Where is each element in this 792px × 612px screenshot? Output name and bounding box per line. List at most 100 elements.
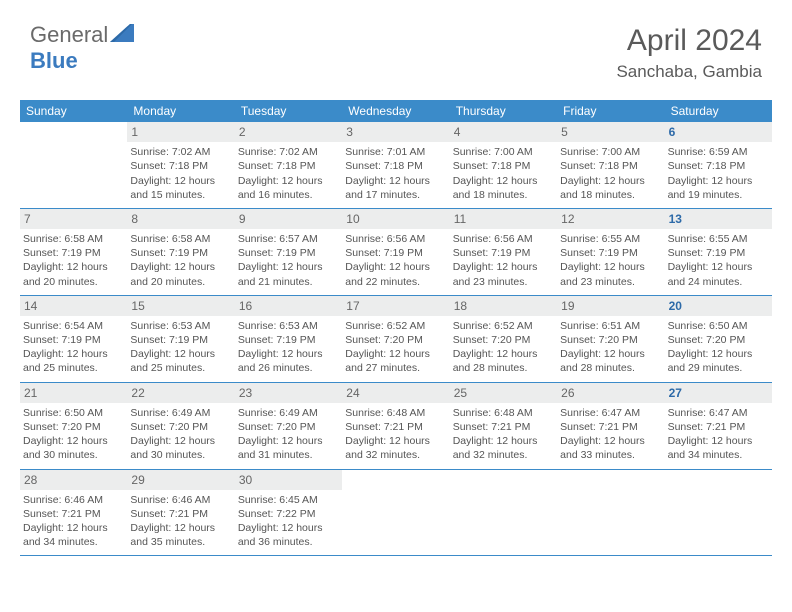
calendar-cell: 28Sunrise: 6:46 AMSunset: 7:21 PMDayligh…	[20, 470, 127, 556]
sunset-text: Sunset: 7:19 PM	[23, 246, 124, 260]
daylight-line2: and 32 minutes.	[453, 448, 554, 462]
calendar-cell: 15Sunrise: 6:53 AMSunset: 7:19 PMDayligh…	[127, 296, 234, 382]
calendar-row: 7Sunrise: 6:58 AMSunset: 7:19 PMDaylight…	[20, 209, 772, 296]
day-header: Wednesday	[342, 100, 449, 122]
sunrise-text: Sunrise: 6:59 AM	[668, 145, 769, 159]
calendar-cell: 29Sunrise: 6:46 AMSunset: 7:21 PMDayligh…	[127, 470, 234, 556]
calendar-row: 21 Sunrise: 6:50 AMSunset: 7:20 PM Dayligh…	[20, 383, 772, 470]
daylight-line2: and 34 minutes.	[668, 448, 769, 462]
daylight-line2: and 15 minutes.	[130, 188, 231, 202]
date-number: 29	[127, 470, 234, 490]
daylight-line1: Daylight: 12 hours	[668, 260, 769, 274]
month-title: April 2024	[616, 24, 762, 58]
logo: General Blue	[30, 22, 134, 74]
daylight-line2: and 25 minutes.	[130, 361, 231, 375]
calendar-cell: 20Sunrise: 6:50 AMSunset: 7:20 PMDayligh…	[665, 296, 772, 382]
sunrise-text: Sunrise: 6:56 AM	[453, 232, 554, 246]
sunrise-text: Sunrise: 6:49 AM	[238, 406, 339, 420]
calendar-cell	[665, 470, 772, 556]
sunset-text: Sunset: 7:20 PM	[23, 420, 124, 434]
calendar-cell	[342, 470, 449, 556]
date-number: 1	[127, 122, 234, 142]
calendar-cell: 13Sunrise: 6:55 AMSunset: 7:19 PMDayligh…	[665, 209, 772, 295]
date-number: 22	[127, 383, 234, 403]
sunrise-text: Sunrise: 6:52 AM	[453, 319, 554, 333]
sunset-text: Sunset: 7:19 PM	[23, 333, 124, 347]
daylight-line1: Daylight: 12 hours	[130, 521, 231, 535]
sunrise-text: Sunrise: 6:58 AM	[23, 232, 124, 246]
daylight-line1: Daylight: 12 hours	[345, 434, 446, 448]
sunrise-text: Sunrise: 6:48 AM	[345, 406, 446, 420]
daylight-line1: Daylight: 12 hours	[130, 174, 231, 188]
day-header: Monday	[127, 100, 234, 122]
daylight-line1: Daylight: 12 hours	[345, 347, 446, 361]
sunset-text: Sunset: 7:20 PM	[560, 333, 661, 347]
sunset-text: Sunset: 7:22 PM	[238, 507, 339, 521]
calendar-cell: 17Sunrise: 6:52 AMSunset: 7:20 PMDayligh…	[342, 296, 449, 382]
daylight-line1: Daylight: 12 hours	[23, 521, 124, 535]
date-number: 11	[450, 209, 557, 229]
daylight-line1: Daylight: 12 hours	[668, 434, 769, 448]
calendar-cell: 11Sunrise: 6:56 AMSunset: 7:19 PMDayligh…	[450, 209, 557, 295]
calendar-cell: 27Sunrise: 6:47 AMSunset: 7:21 PMDayligh…	[665, 383, 772, 469]
daylight-line2: and 28 minutes.	[453, 361, 554, 375]
sunrise-text: Sunrise: 7:01 AM	[345, 145, 446, 159]
daylight-line2: and 30 minutes.	[130, 448, 231, 462]
day-header: Thursday	[450, 100, 557, 122]
calendar-cell: 18 Sunrise: 6:52 AMSunset: 7:20 PMDayligh…	[450, 296, 557, 382]
daylight-line1: Daylight: 12 hours	[345, 260, 446, 274]
sunrise-text: Sunrise: 6:50 AM	[23, 406, 124, 420]
logo-triangle-icon	[110, 24, 134, 42]
date-number: 5	[557, 122, 664, 142]
date-number: 8	[127, 209, 234, 229]
calendar-cell: 26Sunrise: 6:47 AMSunset: 7:21 PMDayligh…	[557, 383, 664, 469]
calendar-cell: 14Sunrise: 6:54 AMSunset: 7:19 PMDayligh…	[20, 296, 127, 382]
calendar-header-row: SundayMondayTuesdayWednesdayThursdayFrid…	[20, 100, 772, 122]
sunset-text: Sunset: 7:19 PM	[453, 246, 554, 260]
sunrise-text: Sunrise: 6:53 AM	[238, 319, 339, 333]
sunrise-text: Sunrise: 6:56 AM	[345, 232, 446, 246]
daylight-line1: Daylight: 12 hours	[238, 260, 339, 274]
daylight-line1: Daylight: 12 hours	[668, 347, 769, 361]
date-number: 3	[342, 122, 449, 142]
daylight-line1: Daylight: 12 hours	[453, 347, 554, 361]
date-number: 7	[20, 209, 127, 229]
daylight-line2: and 25 minutes.	[23, 361, 124, 375]
daylight-line2: and 16 minutes.	[238, 188, 339, 202]
daylight-line2: and 33 minutes.	[560, 448, 661, 462]
daylight-line2: and 19 minutes.	[668, 188, 769, 202]
daylight-line2: and 28 minutes.	[560, 361, 661, 375]
date-number: 18	[450, 296, 557, 316]
sunset-text: Sunset: 7:19 PM	[238, 246, 339, 260]
sunset-text: Sunset: 7:20 PM	[453, 333, 554, 347]
daylight-line2: and 17 minutes.	[345, 188, 446, 202]
calendar-cell	[20, 122, 127, 208]
sunrise-text: Sunrise: 6:57 AM	[238, 232, 339, 246]
daylight-line1: Daylight: 12 hours	[130, 347, 231, 361]
daylight-line2: and 34 minutes.	[23, 535, 124, 549]
sunset-text: Sunset: 7:21 PM	[453, 420, 554, 434]
daylight-line1: Daylight: 12 hours	[238, 174, 339, 188]
sunset-text: Sunset: 7:18 PM	[345, 159, 446, 173]
date-number: 17	[342, 296, 449, 316]
daylight-line2: and 24 minutes.	[668, 275, 769, 289]
sunset-text: Sunset: 7:21 PM	[560, 420, 661, 434]
calendar-row: 14Sunrise: 6:54 AMSunset: 7:19 PMDayligh…	[20, 296, 772, 383]
day-header: Saturday	[665, 100, 772, 122]
date-number: 13	[665, 209, 772, 229]
daylight-line1: Daylight: 12 hours	[560, 260, 661, 274]
date-number: 27	[665, 383, 772, 403]
sunrise-text: Sunrise: 7:02 AM	[130, 145, 231, 159]
calendar-cell: 8Sunrise: 6:58 AMSunset: 7:19 PMDaylight…	[127, 209, 234, 295]
sunset-text: Sunset: 7:21 PM	[345, 420, 446, 434]
daylight-line1: Daylight: 12 hours	[130, 434, 231, 448]
sunset-text: Sunset: 7:18 PM	[130, 159, 231, 173]
sunrise-text: Sunrise: 7:00 AM	[560, 145, 661, 159]
calendar-cell: 24Sunrise: 6:48 AMSunset: 7:21 PMDayligh…	[342, 383, 449, 469]
sunrise-text: Sunrise: 6:58 AM	[130, 232, 231, 246]
day-header: Tuesday	[235, 100, 342, 122]
date-number: 21	[20, 383, 127, 403]
calendar-cell: 4Sunrise: 7:00 AMSunset: 7:18 PMDaylight…	[450, 122, 557, 208]
sunset-text: Sunset: 7:19 PM	[560, 246, 661, 260]
sunrise-text: Sunrise: 7:00 AM	[453, 145, 554, 159]
